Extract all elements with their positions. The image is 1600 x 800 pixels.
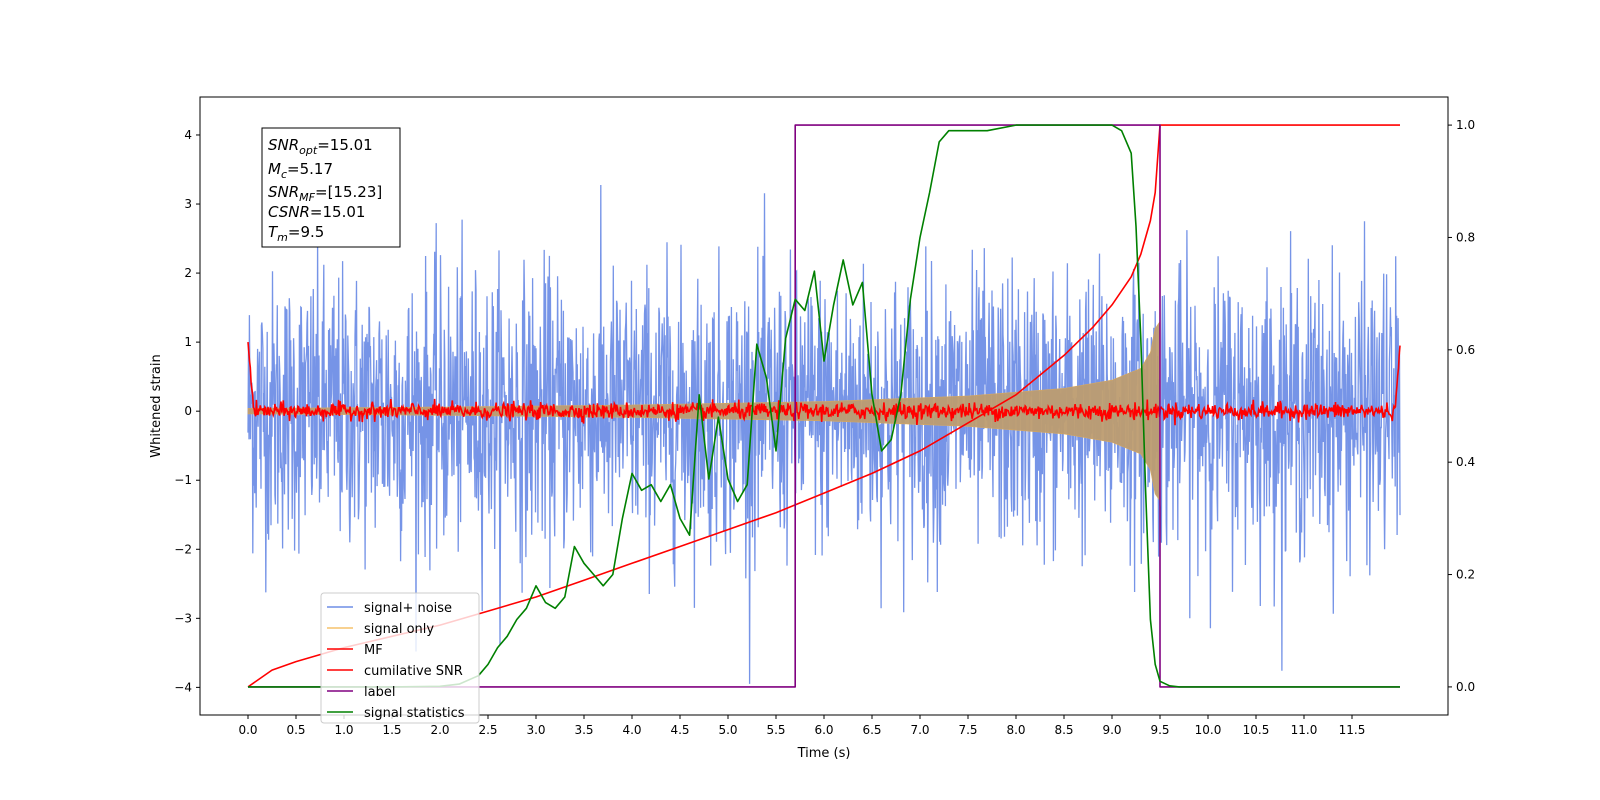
y-left-tick-label: 1 (184, 335, 192, 349)
x-tick-label: 0.0 (238, 723, 257, 737)
series-signal-statistics-line (248, 124, 1400, 688)
y-left-tick-label: −2 (174, 542, 192, 556)
x-tick-label: 11.0 (1291, 723, 1318, 737)
series-label-line (248, 124, 1400, 688)
y-left-tick-label: −4 (174, 680, 192, 694)
x-tick-label: 8.0 (1006, 723, 1025, 737)
series-mf-line (247, 342, 1401, 426)
y-left-tick-label: −1 (174, 473, 192, 487)
annotation-snr-mf: SNRMF=[15.23] (268, 183, 382, 204)
x-tick-label: 7.5 (958, 723, 977, 737)
legend-label: MF (364, 643, 383, 658)
y-left-tick-label: 4 (184, 128, 192, 142)
x-tick-label: 10.5 (1243, 723, 1270, 737)
legend-item-signal-only: signal only (327, 622, 434, 637)
annotation-box: SNRopt=15.01 Mc=5.17 SNRMF=[15.23] CSNR=… (261, 127, 401, 248)
y-left-tick-label: −3 (174, 611, 192, 625)
annotation-mc: Mc=5.17 (268, 160, 333, 181)
y-left-tick-label: 0 (184, 404, 192, 418)
x-tick-label: 3.0 (526, 723, 545, 737)
legend-label: cumilative SNR (364, 664, 463, 679)
y-right-tick-label: 0.6 (1456, 343, 1475, 357)
x-tick-label: 7.0 (910, 723, 929, 737)
legend-item-signal-noise: signal+ noise (327, 601, 452, 616)
x-axis: 0.0 0.5 1.0 1.5 2.0 2.5 3.0 3.5 4.0 4.5 5.0 5.5 6.0 6… (238, 715, 1365, 737)
x-tick-label: 8.5 (1054, 723, 1073, 737)
y-right-tick-label: 0.0 (1456, 680, 1475, 694)
x-tick-label: 1.0 (334, 723, 353, 737)
x-tick-label: 6.0 (814, 723, 833, 737)
y-axis-right: 0.0 0.2 0.4 0.6 0.8 1.0 (1448, 118, 1475, 694)
x-tick-label: 0.5 (286, 723, 305, 737)
x-tick-label: 5.0 (718, 723, 737, 737)
x-tick-label: 11.5 (1339, 723, 1366, 737)
legend-item-label: label (327, 685, 395, 700)
x-tick-label: 4.0 (622, 723, 641, 737)
x-tick-label: 4.5 (670, 723, 689, 737)
x-tick-label: 3.5 (574, 723, 593, 737)
annotation-snr-opt: SNRopt=15.01 (268, 136, 373, 157)
y-axis-left-label: Whitened strain (149, 354, 164, 457)
annotation-csnr: CSNR=15.01 (268, 203, 365, 221)
x-tick-label: 10.0 (1195, 723, 1222, 737)
y-left-tick-label: 3 (184, 197, 192, 211)
y-left-tick-label: 2 (184, 266, 192, 280)
annotation-tm: Tm=9.5 (268, 223, 324, 244)
x-tick-label: 2.5 (478, 723, 497, 737)
legend-item-cumilative-snr: cumilative SNR (327, 664, 463, 679)
x-tick-label: 9.0 (1102, 723, 1121, 737)
x-tick-label: 2.0 (430, 723, 449, 737)
legend-label: signal only (364, 622, 434, 637)
y-right-tick-label: 0.4 (1456, 455, 1475, 469)
y-right-tick-label: 0.2 (1456, 568, 1475, 582)
x-tick-label: 1.5 (382, 723, 401, 737)
legend-label: signal+ noise (364, 601, 452, 616)
x-tick-label: 6.5 (862, 723, 881, 737)
x-tick-label: 5.5 (766, 723, 785, 737)
x-tick-label: 9.5 (1150, 723, 1169, 737)
y-right-tick-label: 0.8 (1456, 230, 1475, 244)
y-axis-left: −4 −3 −2 −1 0 1 2 3 4 (174, 128, 200, 694)
legend-item-signal-statistics: signal statistics (327, 706, 465, 721)
legend-label: signal statistics (364, 706, 465, 721)
legend: signal+ noise signal only MF cumilative SNR… (320, 592, 480, 724)
legend-item-mf: MF (327, 643, 383, 658)
legend-label: label (364, 685, 395, 700)
y-right-tick-label: 1.0 (1456, 118, 1475, 132)
x-axis-label: Time (s) (797, 746, 851, 761)
